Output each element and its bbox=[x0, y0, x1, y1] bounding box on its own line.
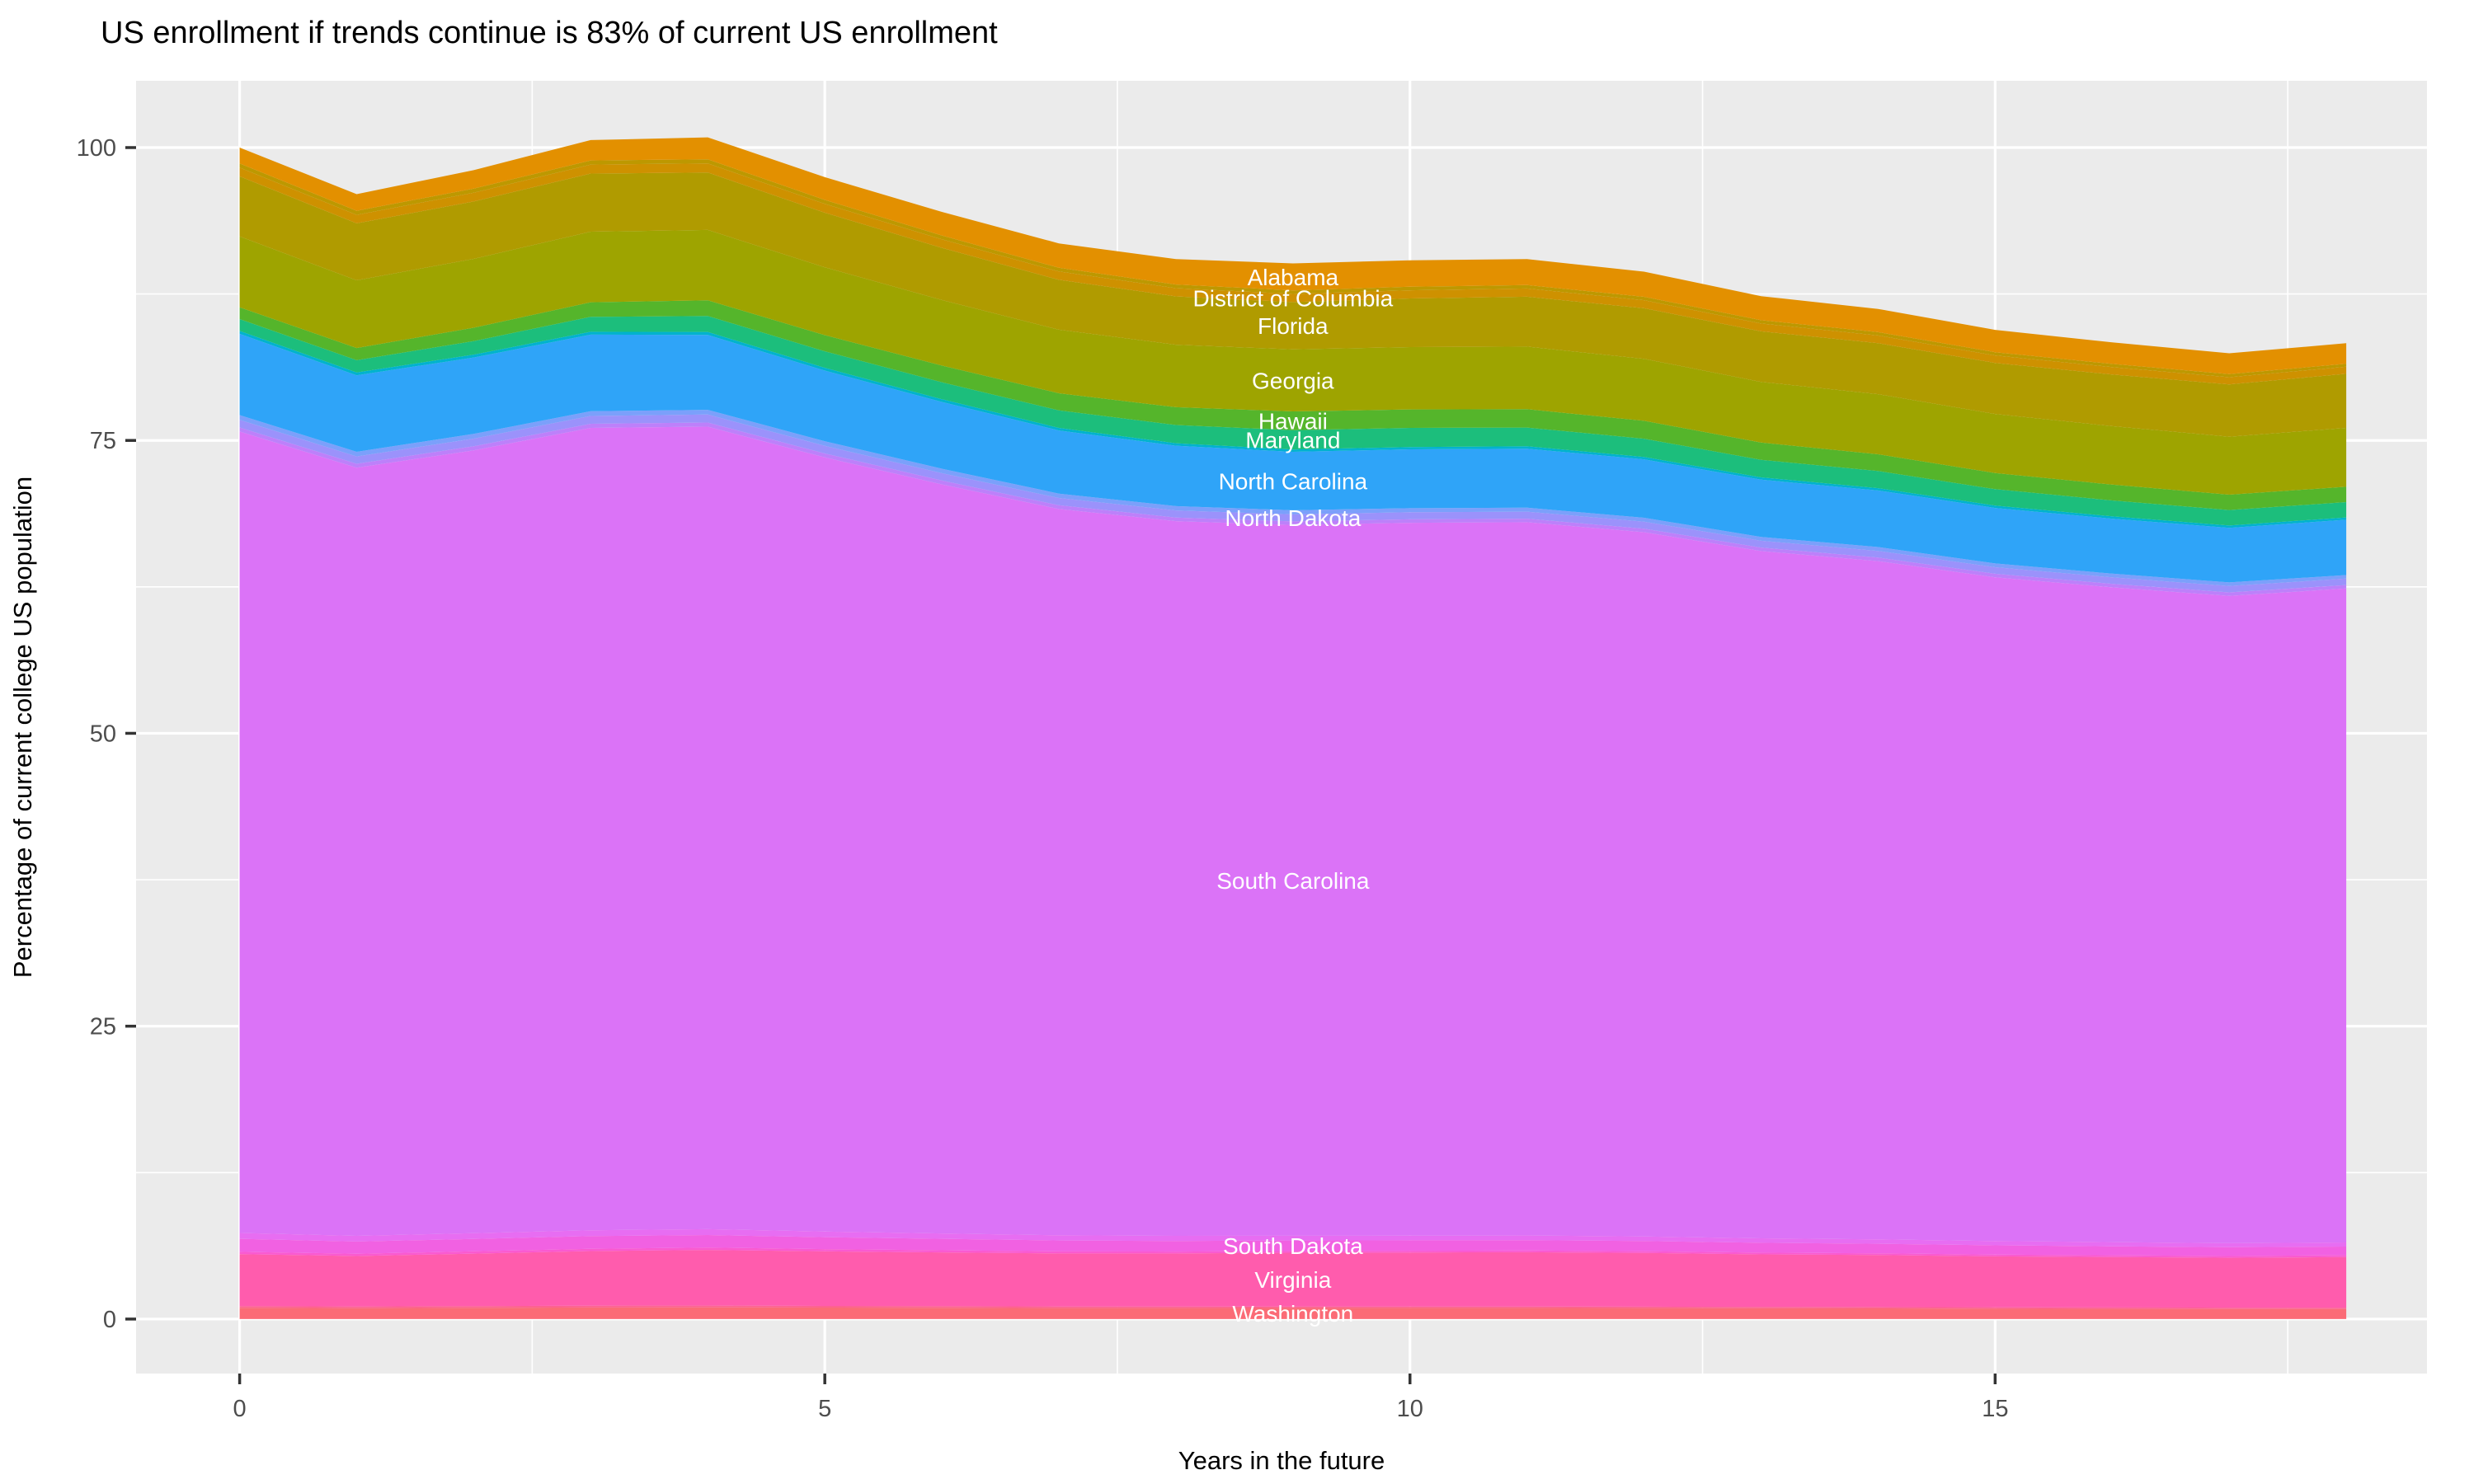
state-label-hawaii: Hawaii bbox=[1258, 408, 1328, 434]
area-south-dakota bbox=[239, 1235, 2347, 1256]
x-tick-label: 15 bbox=[1982, 1396, 2008, 1422]
area-filler-1 bbox=[239, 1305, 2347, 1309]
plot-area: 0 5 10 15 0 25 50 75 100 Washington Virginia South … bbox=[77, 81, 2427, 1422]
state-label-south-dakota: South Dakota bbox=[1223, 1233, 1363, 1259]
x-tick-label: 5 bbox=[818, 1396, 831, 1422]
state-label-maryland: Maryland bbox=[1245, 427, 1340, 453]
area-filler-4 bbox=[239, 422, 2347, 596]
state-label-north-carolina: North Carolina bbox=[1219, 468, 1368, 494]
x-axis-title: Years in the future bbox=[1178, 1446, 1385, 1475]
y-axis-title: Percentage of current college US populat… bbox=[8, 477, 37, 978]
axis-ticks: 0 5 10 15 0 25 50 75 100 bbox=[77, 135, 2009, 1422]
area-florida bbox=[239, 172, 2347, 437]
area-washington bbox=[239, 1307, 2347, 1319]
state-label-alabama: Alabama bbox=[1248, 265, 1339, 290]
area-north-carolina bbox=[239, 333, 2347, 583]
y-tick-label: 75 bbox=[90, 428, 116, 454]
area-maryland bbox=[239, 316, 2347, 526]
y-tick-label: 100 bbox=[77, 135, 116, 162]
area-filler-3 bbox=[239, 1228, 2347, 1247]
area-south-carolina bbox=[239, 426, 2347, 1243]
state-label-south-carolina: South Carolina bbox=[1216, 868, 1370, 894]
chart-title: US enrollment if trends continue is 83% … bbox=[101, 16, 998, 50]
area-north-dakota bbox=[239, 414, 2347, 593]
x-tick-label: 10 bbox=[1397, 1396, 1423, 1422]
area-alabama bbox=[239, 137, 2347, 374]
state-label-north-dakota: North Dakota bbox=[1225, 505, 1361, 531]
area-filler-5 bbox=[239, 410, 2347, 586]
state-label-washington: Washington bbox=[1232, 1301, 1353, 1327]
y-tick-label: 0 bbox=[103, 1307, 116, 1333]
x-tick-label: 0 bbox=[233, 1396, 247, 1422]
area-hawaii bbox=[239, 300, 2347, 510]
state-labels: Washington Virginia South Dakota South Caro… bbox=[1192, 265, 1393, 1327]
area-virginia bbox=[239, 1250, 2347, 1308]
state-label-virginia: Virginia bbox=[1254, 1267, 1331, 1293]
y-tick-label: 50 bbox=[90, 721, 116, 747]
area-filler-2 bbox=[239, 1247, 2347, 1258]
area-georgia bbox=[239, 229, 2347, 495]
y-tick-label: 25 bbox=[90, 1014, 116, 1040]
state-label-district-of-columbia: District of Columbia bbox=[1192, 285, 1393, 311]
state-label-georgia: Georgia bbox=[1252, 368, 1334, 393]
stacked-areas bbox=[239, 137, 2347, 1319]
state-label-florida: Florida bbox=[1258, 313, 1329, 339]
